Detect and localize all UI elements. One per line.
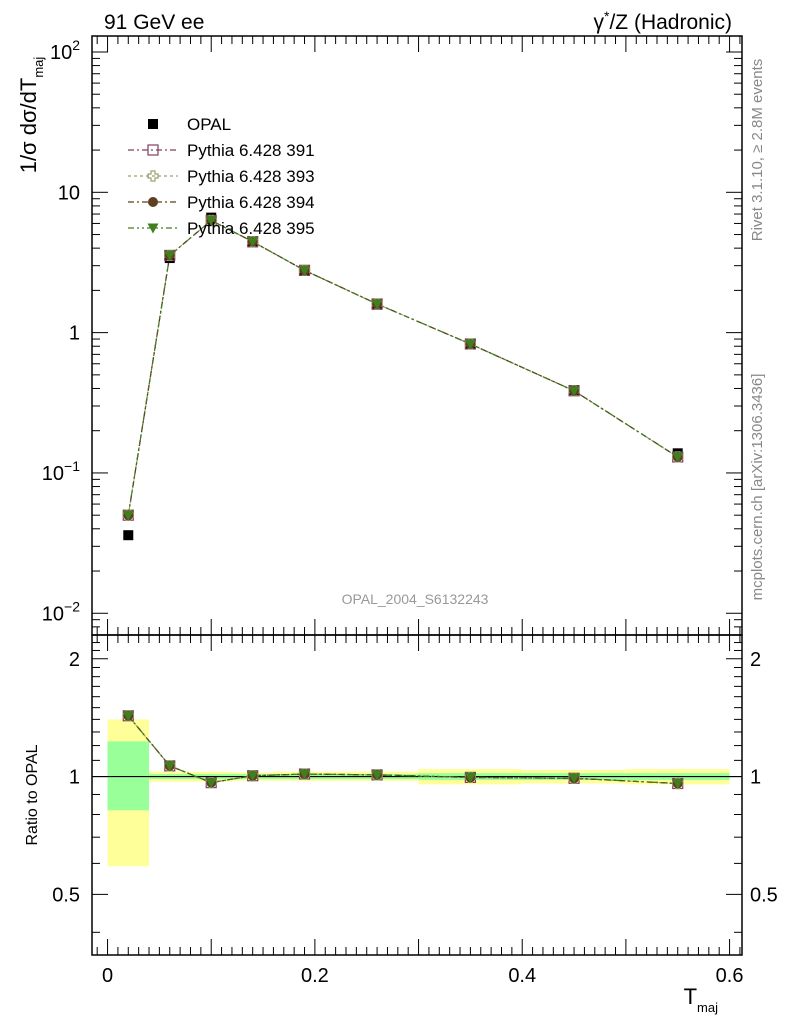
ratio-y-tick-label-right: 2	[750, 649, 761, 671]
x-tick-label: 0.6	[716, 965, 744, 987]
mcplots-label: mcplots.cern.ch [arXiv:1306.3436]	[749, 374, 766, 601]
legend-label-p393: Pythia 6.428 393	[187, 167, 315, 186]
ratio-point-p395	[247, 771, 259, 782]
axes: 0 0.2 0.4 0.6 10−2 10−1 1 10 102 0.5 0.5 1 1 2 2	[42, 35, 778, 987]
ratio-point-p395	[205, 778, 217, 789]
main-series-lines	[127, 219, 679, 516]
point-p395	[164, 250, 176, 261]
legend-marker-p391	[147, 144, 159, 156]
ratio-y-tick-label-right: 0.5	[750, 884, 778, 906]
point-data	[123, 530, 134, 541]
rivet-label: Rivet 3.1.10, ≥ 2.8M events	[749, 59, 766, 242]
series-line-p394	[127, 219, 679, 516]
point-p395	[672, 452, 684, 463]
ratio-band-inner	[107, 741, 150, 811]
point-p395	[122, 510, 134, 521]
main-series-markers	[122, 212, 684, 541]
ratio-point-p395	[568, 773, 580, 784]
ratio-line-p395	[127, 715, 678, 785]
series-line-p393	[127, 219, 679, 516]
ratio-y-tick-label-right: 1	[750, 767, 761, 789]
point-p395	[205, 215, 217, 226]
y-tick-label: 10−2	[42, 598, 80, 625]
y-tick-label: 1	[69, 323, 80, 345]
series-line-p395	[127, 219, 679, 516]
point-p395	[568, 386, 580, 397]
ratio-y-tick-label: 0.5	[52, 884, 80, 906]
ratio-point-p395	[164, 761, 176, 772]
legend-label-p394: Pythia 6.428 394	[187, 193, 315, 212]
ratio-series	[122, 710, 684, 790]
series-line-p391	[127, 219, 679, 516]
x-tick-label: 0	[102, 965, 113, 987]
y-tick-label: 10	[58, 182, 80, 204]
header-left-label: 91 GeV ee	[104, 11, 204, 34]
x-tick-label: 0.2	[301, 965, 329, 987]
header-right-label: γ*/Z (Hadronic)	[594, 8, 732, 34]
legend-label-data: OPAL	[187, 115, 231, 134]
y-tick-label: 10−1	[42, 458, 80, 485]
ratio-point-p395	[299, 769, 311, 780]
y-tick-label: 102	[50, 37, 80, 64]
ratio-bands	[92, 719, 742, 867]
x-axis-label: Tmaj	[684, 984, 719, 1015]
ratio-point-p395	[122, 711, 134, 722]
y-axis-label: 1/σ dσ/dTmaj	[16, 57, 46, 174]
legend-marker-p393	[147, 170, 159, 182]
legend: OPAL Pythia 6.428 391 Pythia 6.428 393 Pyth…	[128, 115, 315, 238]
point-p395	[464, 339, 476, 350]
legend-label-p391: Pythia 6.428 391	[187, 141, 315, 160]
analysis-watermark: OPAL_2004_S6132243	[342, 591, 489, 607]
ratio-y-axis-label: Ratio to OPAL	[24, 744, 41, 845]
ratio-y-tick-label: 2	[69, 649, 80, 671]
point-p395	[371, 299, 383, 310]
legend-marker-p394	[148, 197, 158, 207]
ratio-point-p395	[464, 772, 476, 783]
ratio-y-tick-label: 1	[69, 767, 80, 789]
legend-label-p395: Pythia 6.428 395	[187, 219, 315, 238]
point-p395	[299, 265, 311, 276]
ratio-frame	[91, 634, 743, 956]
ratio-point-p395	[371, 770, 383, 781]
x-tick-label: 0.4	[508, 965, 536, 987]
ratio-point-p395	[672, 779, 684, 790]
legend-marker-data	[148, 119, 158, 129]
legend-marker-p395	[147, 223, 159, 234]
point-p395	[247, 237, 259, 248]
